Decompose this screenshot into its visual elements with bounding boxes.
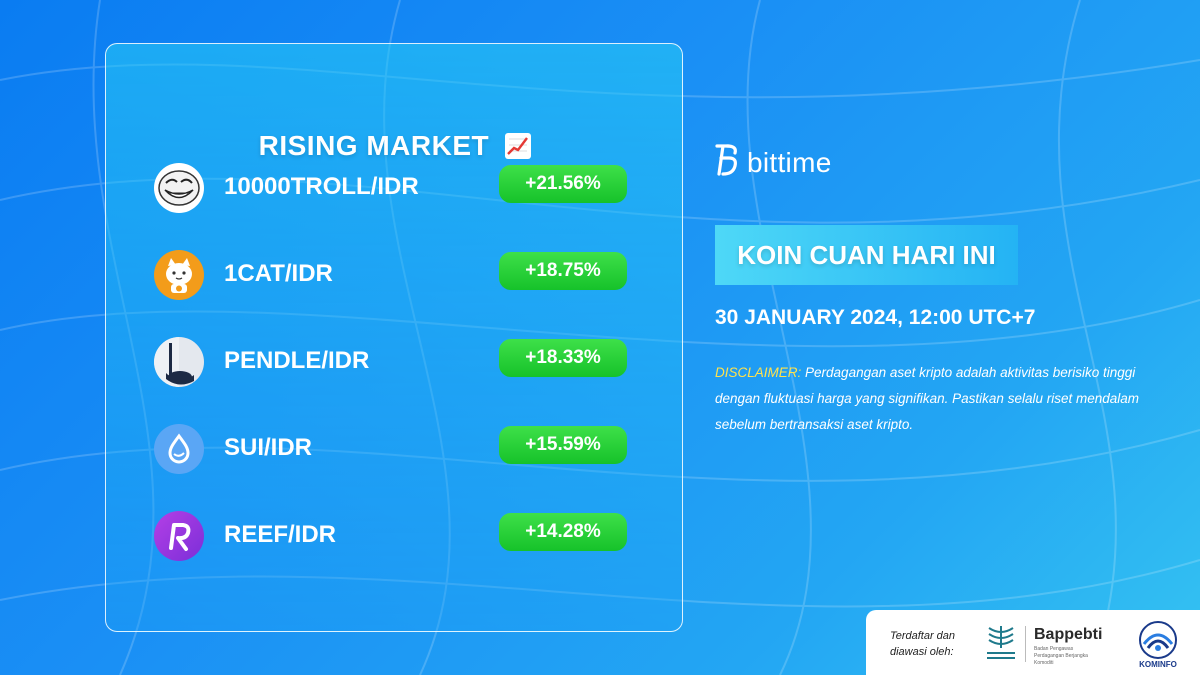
pair-label: SUI/IDR xyxy=(224,434,313,461)
bappebti-subtitle: Badan Pengawas Perdagangan Berjangka Kom… xyxy=(1034,646,1088,666)
change-badge: +18.75% xyxy=(499,252,627,290)
cat-icon xyxy=(154,250,204,300)
coin-row: REEF/IDR +14.28% xyxy=(154,511,634,561)
troll-face-icon xyxy=(154,163,204,213)
brand-name: bittime xyxy=(747,146,832,178)
bittime-logo-icon xyxy=(715,142,741,183)
kominfo-label: KOMINFO xyxy=(1139,660,1177,669)
footer-divider xyxy=(1025,626,1026,662)
sui-droplet-icon xyxy=(154,424,204,474)
registered-text: Terdaftar dan diawasi oleh: xyxy=(890,630,956,658)
disclaimer-text: Perdagangan aset kripto adalah aktivitas… xyxy=(715,365,1139,432)
disclaimer: DISCLAIMER: Perdagangan aset kripto adal… xyxy=(715,360,1155,438)
pair-label: 1CAT/IDR xyxy=(224,260,333,287)
coin-row: 10000TROLL/IDR +21.56% xyxy=(154,163,634,213)
chart-increasing-icon xyxy=(505,133,532,159)
pair-label: PENDLE/IDR xyxy=(224,347,370,374)
reef-r-icon xyxy=(154,511,204,561)
kominfo-logo-icon xyxy=(1136,620,1180,666)
panel-title-text: RISING MARKET xyxy=(258,130,490,161)
change-badge: +18.33% xyxy=(499,339,627,377)
regulator-footer: Terdaftar dan diawasi oleh: Bappebti Bad… xyxy=(866,610,1200,675)
change-badge: +21.56% xyxy=(499,165,627,203)
pair-label: REEF/IDR xyxy=(224,521,337,548)
rising-market-panel: RISING MARKET 10000TROLL/IDR +21.56% xyxy=(105,43,683,632)
pair-label: 10000TROLL/IDR xyxy=(224,173,419,200)
coin-row: SUI/IDR +15.59% xyxy=(154,424,634,474)
coin-row: 1CAT/IDR +18.75% xyxy=(154,250,634,300)
change-badge: +15.59% xyxy=(499,426,627,464)
panel-title: RISING MARKET xyxy=(106,130,684,162)
headline-text: KOIN CUAN HARI INI xyxy=(737,239,996,270)
change-badge: +14.28% xyxy=(499,513,627,551)
disclaimer-label: DISCLAIMER: xyxy=(715,365,802,380)
bappebti-name: Bappebti xyxy=(1034,626,1103,643)
headline-banner: KOIN CUAN HARI INI xyxy=(715,225,1018,285)
brand-logo: bittime xyxy=(715,142,832,183)
coin-row: PENDLE/IDR +18.33% xyxy=(154,337,634,387)
date-label: 30 JANUARY 2024, 12:00 UTC+7 xyxy=(715,306,1036,329)
kemendag-logo-icon xyxy=(983,622,1019,666)
pendle-icon xyxy=(154,337,204,387)
